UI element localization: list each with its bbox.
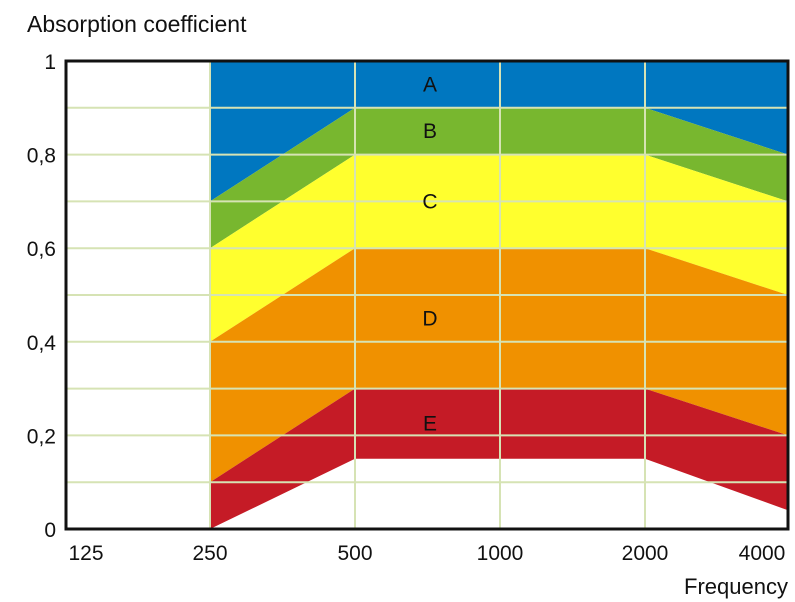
y-tick-label: 0,4 <box>27 332 57 355</box>
x-tick-label: 500 <box>337 542 372 565</box>
x-tick-labels: 125 250 500 1000 2000 4000 <box>68 542 785 565</box>
x-axis-title: Frequency <box>684 574 788 599</box>
y-tick-label: 0,8 <box>27 145 56 168</box>
y-tick-label: 0,6 <box>27 238 56 261</box>
band-label-a: A <box>423 73 437 96</box>
y-axis-title: Absorption coefficient <box>27 11 247 37</box>
band-label-d: D <box>422 307 437 330</box>
y-tick-label: 0,2 <box>27 425 56 448</box>
band-label-e: E <box>423 413 437 436</box>
x-tick-label: 2000 <box>622 542 669 565</box>
x-tick-label: 4000 <box>739 542 786 565</box>
y-tick-label: 1 <box>44 51 56 74</box>
y-tick-label: 0 <box>44 519 56 542</box>
band-label-b: B <box>423 120 437 143</box>
y-tick-labels: 0 0,2 0,4 0,6 0,8 1 <box>27 51 57 542</box>
x-tick-label: 250 <box>192 542 227 565</box>
band-labels-layer: A B C D E <box>422 73 437 435</box>
x-tick-label: 1000 <box>477 542 524 565</box>
band-label-c: C <box>422 190 437 213</box>
x-tick-label: 125 <box>68 542 103 565</box>
plot-frame <box>64 59 790 531</box>
